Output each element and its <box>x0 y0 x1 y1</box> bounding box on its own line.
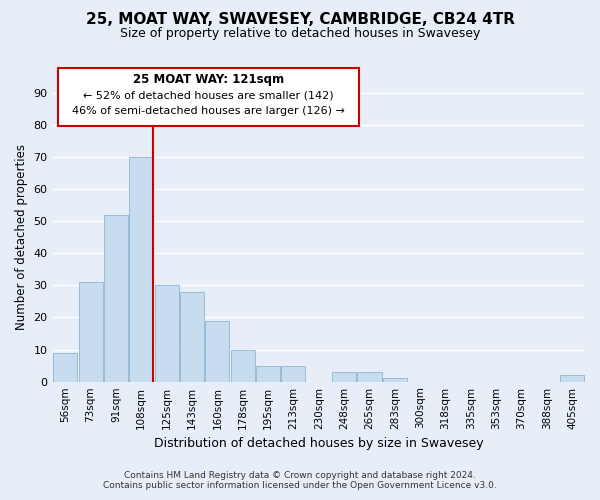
Bar <box>281 366 305 382</box>
Text: ← 52% of detached houses are smaller (142): ← 52% of detached houses are smaller (14… <box>83 90 334 101</box>
Bar <box>155 286 179 382</box>
Text: Contains HM Land Registry data © Crown copyright and database right 2024.
Contai: Contains HM Land Registry data © Crown c… <box>103 470 497 490</box>
Text: 46% of semi-detached houses are larger (126) →: 46% of semi-detached houses are larger (… <box>72 106 345 116</box>
FancyBboxPatch shape <box>58 68 359 126</box>
Bar <box>129 157 154 382</box>
Text: 25, MOAT WAY, SWAVESEY, CAMBRIDGE, CB24 4TR: 25, MOAT WAY, SWAVESEY, CAMBRIDGE, CB24 … <box>86 12 515 28</box>
Bar <box>205 320 229 382</box>
Text: Size of property relative to detached houses in Swavesey: Size of property relative to detached ho… <box>120 28 480 40</box>
Bar <box>230 350 255 382</box>
Bar <box>332 372 356 382</box>
Bar <box>358 372 382 382</box>
Bar <box>79 282 103 382</box>
Bar <box>104 214 128 382</box>
Bar <box>383 378 407 382</box>
Bar <box>256 366 280 382</box>
Text: 25 MOAT WAY: 121sqm: 25 MOAT WAY: 121sqm <box>133 73 284 86</box>
Y-axis label: Number of detached properties: Number of detached properties <box>15 144 28 330</box>
Bar <box>560 376 584 382</box>
Bar <box>53 353 77 382</box>
Bar <box>180 292 204 382</box>
X-axis label: Distribution of detached houses by size in Swavesey: Distribution of detached houses by size … <box>154 437 484 450</box>
